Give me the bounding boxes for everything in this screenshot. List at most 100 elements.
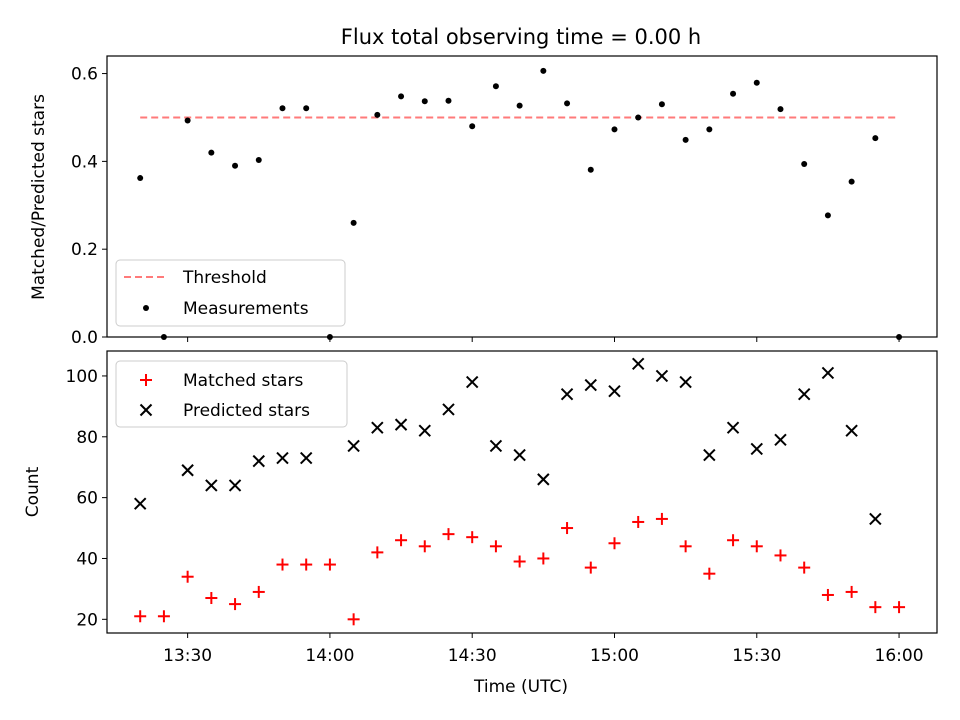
- matched-stars-point: [703, 567, 716, 580]
- predicted-stars-point: [228, 479, 242, 492]
- predicted-stars-point: [465, 375, 479, 389]
- matched-stars-point: [893, 601, 906, 614]
- bottom-x-axis: 13:30 14:00 14:30 15:00 15:30 16:00: [163, 633, 924, 666]
- measurement-point: [753, 79, 760, 86]
- matched-stars-point: [608, 537, 621, 550]
- legend-predicted-label: Predicted stars: [183, 401, 310, 421]
- x-tick-label: 13:30: [163, 646, 212, 666]
- legend-box: [115, 259, 346, 327]
- measurement-point: [350, 219, 357, 226]
- bottom-axes-frame: [106, 350, 938, 634]
- top-legend: Threshold Measurements: [115, 259, 346, 327]
- legend-measurements-label: Measurements: [183, 299, 309, 319]
- predicted-stars-point: [797, 387, 811, 401]
- predicted-stars-point: [371, 421, 384, 434]
- predicted-stars-point: [560, 387, 574, 401]
- matched-stars-point: [561, 522, 574, 535]
- measurement-point: [303, 105, 310, 112]
- matched-stars-point: [513, 555, 526, 568]
- legend-matched-label: Matched stars: [183, 371, 303, 391]
- matched-stars-point: [229, 598, 242, 611]
- top-axes-frame: [106, 55, 938, 338]
- matched-stars-point: [537, 552, 550, 565]
- y-tick-label: 20: [76, 610, 98, 630]
- matched-stars-point: [300, 558, 313, 571]
- x-tick-label: 14:00: [305, 646, 354, 666]
- matched-stars-point: [632, 515, 645, 528]
- measurement-point: [398, 93, 405, 100]
- bottom-legend: Matched stars Predicted stars: [115, 360, 348, 428]
- measurement-point: [469, 123, 476, 130]
- matched-stars-point: [845, 585, 858, 598]
- matched-stars-point: [157, 610, 170, 623]
- matched-stars-point: [750, 540, 763, 553]
- matched-stars-point: [584, 561, 597, 574]
- matched-stars-point: [252, 585, 265, 598]
- measurement-point: [516, 102, 523, 109]
- legend-box: [115, 360, 348, 428]
- predicted-stars-point: [845, 424, 858, 437]
- x-axis-label: Time (UTC): [473, 677, 568, 697]
- x-tick-label: 15:30: [732, 646, 781, 666]
- predicted-stars-point: [869, 512, 882, 526]
- predicted-stars-point: [679, 375, 692, 389]
- matched-stars-point: [821, 588, 834, 601]
- predicted-stars-point: [205, 479, 218, 492]
- y-tick-label: 100: [66, 367, 98, 387]
- x-tick-label: 14:30: [448, 646, 497, 666]
- predicted-stars-point: [252, 454, 265, 468]
- predicted-stars-point: [631, 357, 645, 370]
- measurement-point: [658, 101, 665, 108]
- matched-stars-point: [798, 561, 811, 574]
- predicted-stars-point: [181, 464, 194, 477]
- matched-stars-point: [679, 540, 692, 553]
- measurement-point: [801, 161, 808, 168]
- predicted-stars-point: [133, 497, 147, 510]
- predicted-stars-point: [703, 448, 716, 462]
- predicted-stars-point: [442, 403, 455, 416]
- matched-stars-point: [869, 601, 882, 614]
- matched-stars-point: [442, 528, 455, 541]
- y-tick-label: 0.2: [71, 240, 98, 260]
- measurement-point: [872, 135, 879, 142]
- predicted-stars-point: [655, 369, 669, 383]
- measurement-point: [587, 166, 594, 173]
- measurement-point: [445, 97, 452, 104]
- measurement-point: [777, 106, 784, 113]
- predicted-stars-point: [394, 418, 408, 431]
- predicted-stars-point: [299, 451, 313, 465]
- measurement-point: [492, 83, 499, 90]
- top-y-axis: 0.0 0.2 0.4 0.6: [71, 65, 900, 348]
- measurement-point: [232, 162, 239, 169]
- legend-predicted-swatch: [139, 403, 153, 417]
- measurement-point: [564, 100, 571, 107]
- measurement-point: [848, 178, 855, 185]
- measurement-point: [279, 105, 286, 112]
- matched-stars-point: [395, 534, 408, 547]
- measurement-point: [730, 90, 737, 97]
- matched-stars-point: [371, 546, 384, 559]
- predicted-stars-point: [774, 433, 787, 447]
- predicted-stars-point: [418, 424, 431, 437]
- bottom-y-axis: 20 40 60 80 100: [66, 367, 107, 630]
- top-plot-area: [137, 67, 903, 340]
- matched-stars-point: [774, 549, 787, 562]
- matched-stars-point: [276, 558, 289, 571]
- measurement-point: [635, 114, 642, 121]
- matched-stars-point: [323, 558, 336, 571]
- measurement-point: [421, 98, 428, 105]
- measurement-point: [682, 136, 689, 143]
- matched-stars-point: [727, 534, 740, 547]
- predicted-stars-point: [347, 439, 360, 453]
- y-tick-label: 0.4: [71, 152, 98, 172]
- measurement-point: [374, 111, 381, 118]
- x-tick-label: 16:00: [875, 646, 924, 666]
- measurement-point: [208, 149, 215, 156]
- measurement-point: [137, 175, 144, 182]
- chart-title: Flux total observing time = 0.00 h: [341, 25, 701, 49]
- measurement-point: [706, 126, 713, 133]
- y-tick-label: 60: [76, 489, 98, 509]
- predicted-stars-point: [276, 451, 289, 465]
- measurement-point: [540, 67, 547, 74]
